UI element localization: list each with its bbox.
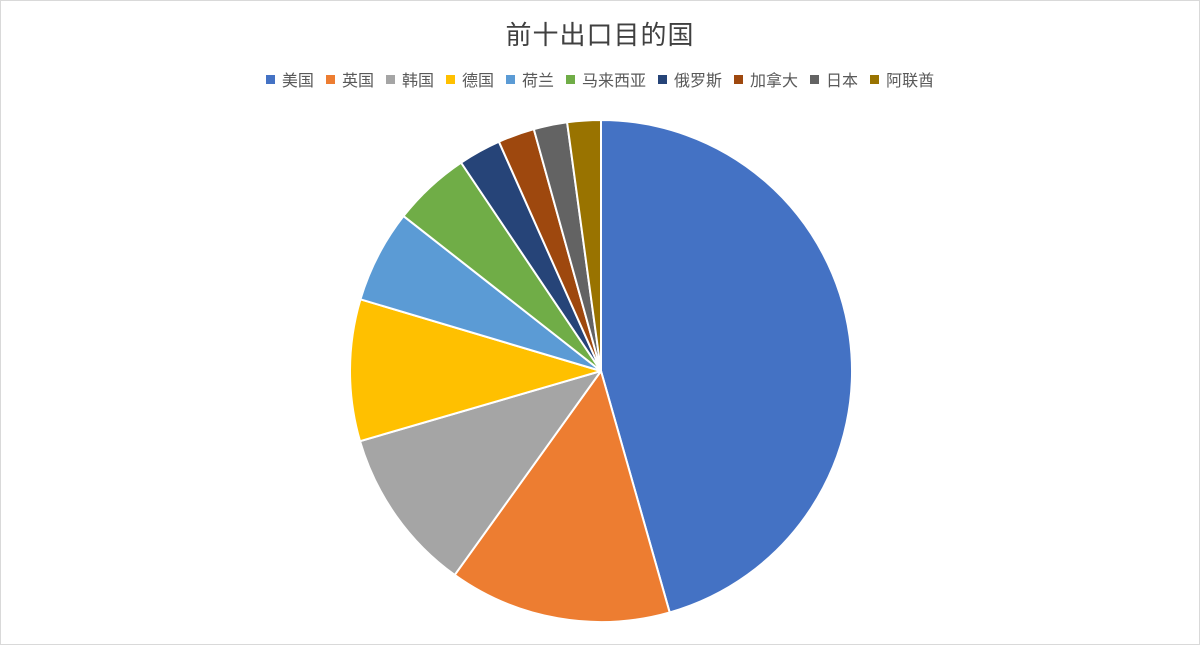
- legend-item: 马来西亚: [566, 67, 646, 91]
- legend-label: 英国: [341, 71, 374, 90]
- legend-swatch: [658, 74, 668, 84]
- legend-swatch: [734, 74, 744, 84]
- legend-item: 韩国: [385, 67, 434, 91]
- legend-item: 德国: [445, 67, 494, 91]
- legend-item: 英国: [325, 67, 374, 91]
- legend-swatch: [265, 74, 275, 84]
- legend-swatch: [325, 74, 335, 84]
- legend-label: 加拿大: [750, 71, 799, 90]
- legend-item: 荷兰: [505, 67, 554, 91]
- legend-swatch: [810, 74, 820, 84]
- legend-swatch: [870, 74, 880, 84]
- legend-item: 俄罗斯: [658, 67, 722, 91]
- legend-label: 阿联酋: [886, 71, 935, 90]
- pie-slice: [566, 119, 602, 372]
- legend-label: 德国: [461, 71, 494, 90]
- pie-slice: [600, 119, 853, 614]
- legend-swatch: [445, 74, 455, 84]
- legend-swatch: [505, 74, 515, 84]
- legend-label: 俄罗斯: [674, 71, 723, 90]
- legend-label: 日本: [826, 71, 859, 90]
- legend-label: 美国: [281, 71, 314, 90]
- legend-swatch: [566, 74, 575, 84]
- legend-label: 马来西亚: [582, 71, 647, 90]
- legend-item: 日本: [810, 67, 858, 91]
- legend-swatch: [385, 74, 395, 84]
- chart-title: 前十出口目的国: [505, 21, 695, 51]
- legend-item: 美国: [265, 67, 314, 91]
- legend-item: 阿联酋: [870, 67, 934, 91]
- legend: 美国 英国 韩国 德国 荷兰 马来西亚 俄罗斯 加拿大 日本 阿联酋: [1, 67, 1199, 91]
- pie-slice: [453, 370, 671, 623]
- pie-slice: [349, 298, 602, 443]
- legend-label: 荷兰: [521, 71, 554, 90]
- legend-label: 韩国: [401, 71, 434, 90]
- legend-item: 加拿大: [734, 67, 798, 91]
- pie-slice: [359, 370, 602, 576]
